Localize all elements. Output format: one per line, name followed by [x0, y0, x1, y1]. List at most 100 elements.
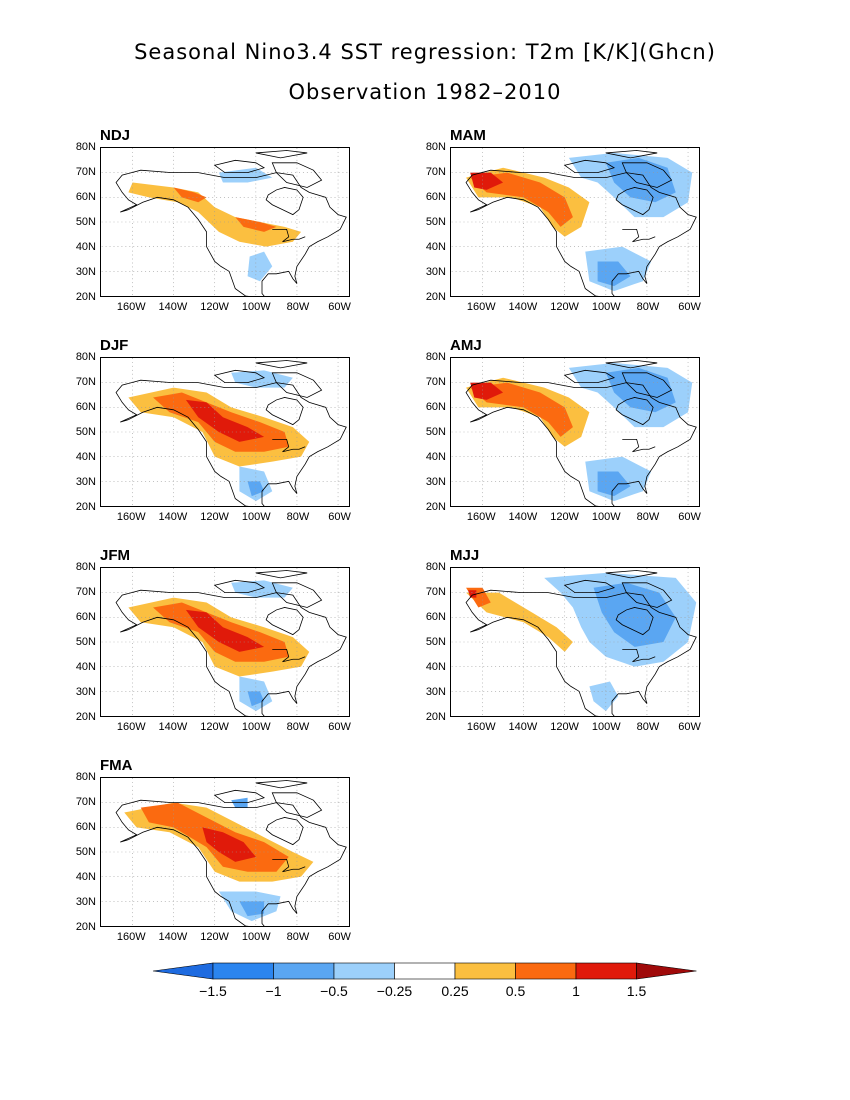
lon-tick-label: 80W — [286, 931, 310, 943]
coastline — [265, 397, 304, 426]
lat-tick-label: 80N — [425, 351, 446, 363]
lat-tick-label: 80N — [425, 141, 446, 153]
lon-tick-label: 100W — [241, 301, 271, 313]
panel-label: JFM — [100, 547, 130, 564]
colorbar-tick-label: −0.5 — [320, 983, 348, 999]
lat-tick-label: 20N — [75, 291, 96, 303]
lat-tick-label: 80N — [75, 141, 96, 153]
coastline — [255, 150, 308, 159]
lon-tick-label: 120W — [550, 511, 579, 523]
lon-tick-label: 80W — [286, 511, 310, 523]
map-frame — [100, 777, 350, 927]
lat-tick-label: 60N — [75, 611, 96, 623]
lon-tick-label: 160W — [116, 721, 146, 733]
map-frame — [100, 567, 350, 717]
anomaly-region — [466, 592, 573, 652]
coastline — [563, 369, 616, 384]
lon-tick-label: 100W — [241, 931, 271, 943]
anomaly-region — [470, 172, 504, 190]
colorbar-min-arrow — [152, 962, 214, 980]
lat-tick-label: 30N — [75, 266, 96, 278]
lon-tick-label: 60W — [328, 721, 351, 733]
regression-map — [101, 778, 349, 926]
anomaly-region — [202, 827, 256, 862]
anomaly-region — [597, 261, 631, 287]
lat-tick-label: 70N — [425, 586, 446, 598]
lon-tick-label: 60W — [678, 301, 701, 313]
anomaly-region — [470, 172, 573, 227]
colorbar-swatch — [333, 962, 395, 980]
coastline — [465, 379, 697, 506]
coastline — [615, 397, 654, 426]
coastline — [213, 579, 266, 594]
lon-tick-label: 60W — [678, 511, 701, 523]
colorbar-max-arrow — [636, 962, 697, 980]
lon-tick-label: 140W — [508, 721, 538, 733]
coastline — [605, 570, 658, 579]
anomaly-region — [589, 681, 619, 712]
lat-tick-label: 40N — [425, 451, 446, 463]
map-frame — [100, 147, 350, 297]
panel-label: NDJ — [100, 127, 131, 144]
lon-tick-label: 120W — [550, 721, 579, 733]
colorbar-swatch — [394, 962, 456, 980]
lon-tick-label: 140W — [158, 301, 188, 313]
map-panel-ndj: NDJ 80N 70N 60N 50N 40N 30N 20N 160W 140W 120W 100W… — [50, 127, 360, 313]
colorbar-tick-label: 0.25 — [441, 983, 469, 999]
lon-tick-label: 160W — [116, 931, 146, 943]
great-lakes — [272, 649, 306, 663]
great-lakes — [272, 229, 306, 243]
coastline — [115, 799, 347, 926]
lat-tick-label: 40N — [75, 451, 96, 463]
map-frame — [450, 147, 700, 297]
lon-tick-label: 120W — [200, 721, 229, 733]
lat-tick-label: 70N — [75, 796, 96, 808]
lon-tick-label: 120W — [200, 511, 229, 523]
anomaly-region — [470, 382, 573, 437]
lat-tick-label: 20N — [425, 291, 446, 303]
anomaly-region — [218, 167, 273, 183]
coastline — [271, 582, 323, 608]
map-panel-djf: DJF 80N 70N 60N 50N 40N 30N 20N 160W 140W 120W 100W… — [50, 337, 360, 523]
coastline — [605, 150, 658, 159]
lon-tick-label: 160W — [466, 301, 496, 313]
lon-tick-label: 140W — [158, 511, 188, 523]
map-panel-amj: AMJ 80N 70N 60N 50N 40N 30N 20N 160W 140W 120W 100W… — [400, 337, 710, 523]
lat-tick-label: 60N — [75, 401, 96, 413]
lat-tick-label: 40N — [425, 661, 446, 673]
lat-tick-label: 40N — [75, 661, 96, 673]
coastline — [255, 360, 308, 369]
lat-tick-label: 20N — [75, 921, 96, 933]
coastline — [621, 372, 673, 398]
coastline — [271, 162, 323, 188]
coastline — [563, 159, 616, 174]
lat-tick-label: 80N — [75, 561, 96, 573]
lat-tick-label: 80N — [75, 771, 96, 783]
coastline — [213, 369, 266, 384]
lon-tick-label: 60W — [678, 721, 701, 733]
colorbar-tick-label: −1.5 — [199, 983, 227, 999]
anomaly-region — [235, 217, 277, 232]
lat-tick-label: 60N — [425, 191, 446, 203]
figure-subtitle: Observation 1982–2010 — [288, 80, 562, 104]
lon-tick-label: 100W — [591, 721, 621, 733]
coastline — [615, 187, 654, 216]
lon-tick-label: 120W — [200, 301, 229, 313]
anomaly-region — [605, 157, 676, 203]
lon-tick-label: 80W — [286, 721, 310, 733]
coastline — [621, 162, 673, 188]
colorbar-tick-label: −1 — [265, 983, 282, 999]
coastline — [213, 789, 266, 804]
lat-tick-label: 30N — [75, 896, 96, 908]
lat-tick-label: 40N — [75, 241, 96, 253]
great-lakes — [622, 439, 656, 453]
coastline — [115, 379, 347, 506]
coastline — [465, 589, 697, 716]
colorbar-tick-label: 0.5 — [505, 983, 526, 999]
great-lakes — [622, 229, 656, 243]
regression-map — [451, 148, 699, 296]
anomaly-region — [468, 590, 477, 598]
colorbar-swatch — [212, 962, 274, 980]
lat-tick-label: 30N — [425, 476, 446, 488]
lat-tick-label: 30N — [425, 686, 446, 698]
